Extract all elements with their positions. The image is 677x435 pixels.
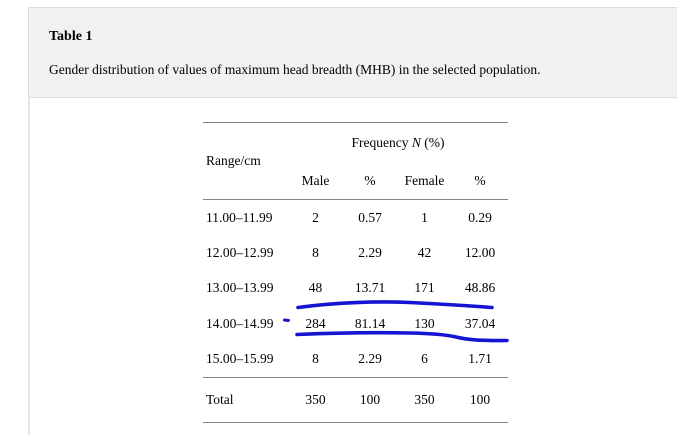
- table-caption-text: Gender distribution of values of maximum…: [49, 62, 541, 77]
- range-cell: 14.00–14.99: [206, 315, 274, 331]
- total-female-pct-cell: 100: [469, 391, 491, 407]
- male-count-cell: 8: [312, 351, 319, 366]
- table-number-label: Table 1: [49, 29, 93, 44]
- male-count-cell: 8: [312, 244, 319, 260]
- table-row-highlighted: 14.00–14.99 284 81.14 130 37.04: [203, 306, 508, 342]
- table-header-group-row: Range/cm Frequency N (%): [203, 122, 508, 168]
- column-header-male-pct: %: [364, 172, 376, 188]
- table-row: 11.00–11.99 2 0.57 1 0.29: [203, 200, 508, 236]
- male-pct-cell: 2.29: [358, 244, 382, 260]
- female-count-cell: 130: [414, 315, 435, 331]
- female-pct-cell: 48.86: [464, 280, 496, 296]
- range-cell: 12.00–12.99: [206, 244, 274, 260]
- male-pct-cell: 13.71: [354, 280, 386, 296]
- female-pct-cell: 1.71: [468, 351, 492, 366]
- female-pct-cell: 12.00: [464, 244, 496, 260]
- table-caption-box: Table 1 Gender distribution of values of…: [28, 7, 677, 98]
- table-total-row: Total 350 100 350 100: [203, 377, 508, 422]
- male-count-cell: 284: [305, 315, 326, 331]
- female-count-cell: 6: [421, 351, 428, 366]
- male-count-cell: 2: [312, 209, 319, 225]
- male-pct-cell: 2.29: [358, 351, 382, 366]
- column-header-male: Male: [301, 172, 330, 188]
- female-count-cell: 1: [421, 209, 428, 225]
- total-female-count-cell: 350: [414, 391, 435, 407]
- female-pct-cell: 37.04: [464, 315, 496, 331]
- table-subheader-row: Male % Female %: [203, 163, 508, 200]
- range-cell: 13.00–13.99: [206, 280, 274, 296]
- total-label-cell: Total: [206, 391, 234, 407]
- table-content-panel: [28, 98, 677, 435]
- female-pct-cell: 0.29: [468, 209, 492, 225]
- total-male-count-cell: 350: [305, 391, 326, 407]
- total-male-pct-cell: 100: [359, 391, 381, 407]
- range-cell: 15.00–15.99: [206, 351, 274, 366]
- frequency-label-n: N: [411, 134, 421, 150]
- column-header-female: Female: [404, 172, 445, 188]
- column-header-range: Range/cm: [206, 153, 261, 168]
- frequency-label-suffix: (%): [420, 134, 445, 150]
- mhb-distribution-table: Range/cm Frequency N (%) Male % Female %…: [203, 122, 508, 423]
- frequency-label-prefix: Frequency: [351, 134, 412, 150]
- female-count-cell: 171: [414, 280, 435, 296]
- column-header-female-pct: %: [474, 172, 486, 188]
- range-cell: 11.00–11.99: [206, 209, 273, 225]
- column-group-header-frequency: Frequency N (%): [288, 123, 508, 163]
- male-pct-cell: 0.57: [358, 209, 382, 225]
- table-row: 12.00–12.99 8 2.29 42 12.00: [203, 235, 508, 271]
- table-row: 13.00–13.99 48 13.71 171 48.86: [203, 271, 508, 307]
- table-row: 15.00–15.99 8 2.29 6 1.71: [203, 342, 508, 378]
- male-count-cell: 48: [308, 280, 323, 296]
- female-count-cell: 42: [417, 244, 432, 260]
- male-pct-cell: 81.14: [354, 315, 386, 331]
